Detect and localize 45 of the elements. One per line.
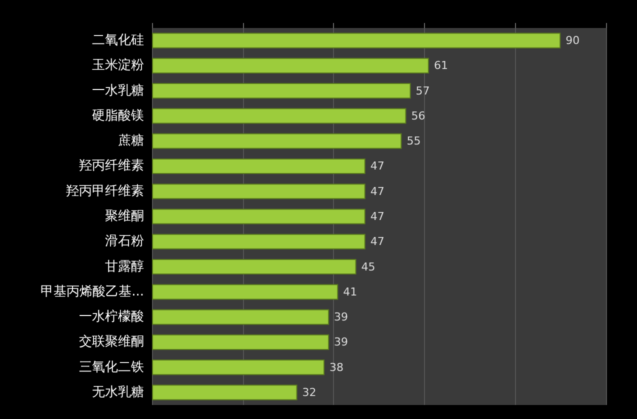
y-tick-label: 二氧化硅 bbox=[92, 33, 144, 48]
data-label: 47 bbox=[370, 160, 384, 173]
bar bbox=[152, 158, 366, 174]
bar bbox=[152, 360, 325, 376]
data-label: 45 bbox=[361, 260, 376, 274]
bar bbox=[152, 32, 561, 48]
y-tick-label: 三氧化二铁 bbox=[79, 360, 144, 375]
data-label: 39 bbox=[334, 310, 348, 324]
y-tick-label: 蔗糖 bbox=[118, 134, 144, 149]
data-label: 47 bbox=[370, 235, 384, 248]
y-tick-label: 玉米淀粉 bbox=[92, 58, 144, 74]
data-label: 56 bbox=[411, 109, 426, 122]
bar bbox=[152, 208, 366, 224]
bar bbox=[152, 284, 338, 300]
data-label: 38 bbox=[330, 360, 344, 374]
data-label: 57 bbox=[416, 84, 430, 98]
data-label: 47 bbox=[370, 184, 384, 198]
bar bbox=[152, 83, 411, 99]
bar bbox=[152, 58, 429, 74]
data-label: 61 bbox=[434, 59, 448, 72]
bar bbox=[152, 309, 330, 325]
data-label: 55 bbox=[406, 134, 421, 148]
y-tick-label: 聚维酮 bbox=[105, 209, 144, 224]
data-label: 39 bbox=[334, 336, 348, 349]
bar bbox=[152, 384, 298, 400]
data-label: 90 bbox=[566, 34, 580, 48]
bar bbox=[152, 184, 366, 200]
y-tick-label: 甘露醇 bbox=[105, 259, 144, 274]
y-tick-label: 无水乳糖 bbox=[92, 384, 144, 400]
y-tick-label: 甲基丙烯酸乙基... bbox=[40, 284, 144, 300]
data-label: 47 bbox=[370, 210, 384, 223]
y-tick-label: 一水乳糖 bbox=[92, 83, 144, 98]
y-tick-label: 滑石粉 bbox=[105, 234, 144, 250]
y-tick-label: 交联聚维酮 bbox=[79, 334, 144, 350]
bar bbox=[152, 133, 402, 149]
bar bbox=[152, 258, 356, 275]
bar bbox=[152, 334, 330, 350]
bar bbox=[152, 108, 406, 124]
data-label: 41 bbox=[343, 285, 358, 298]
bar bbox=[152, 234, 366, 250]
y-tick-label: 硬脂酸镁 bbox=[92, 108, 144, 124]
y-tick-label: 一水柠檬酸 bbox=[79, 310, 144, 325]
y-tick-label: 羟丙纤维素 bbox=[79, 158, 144, 174]
data-label: 32 bbox=[302, 386, 316, 399]
y-tick-label: 羟丙甲纤维素 bbox=[66, 184, 144, 199]
